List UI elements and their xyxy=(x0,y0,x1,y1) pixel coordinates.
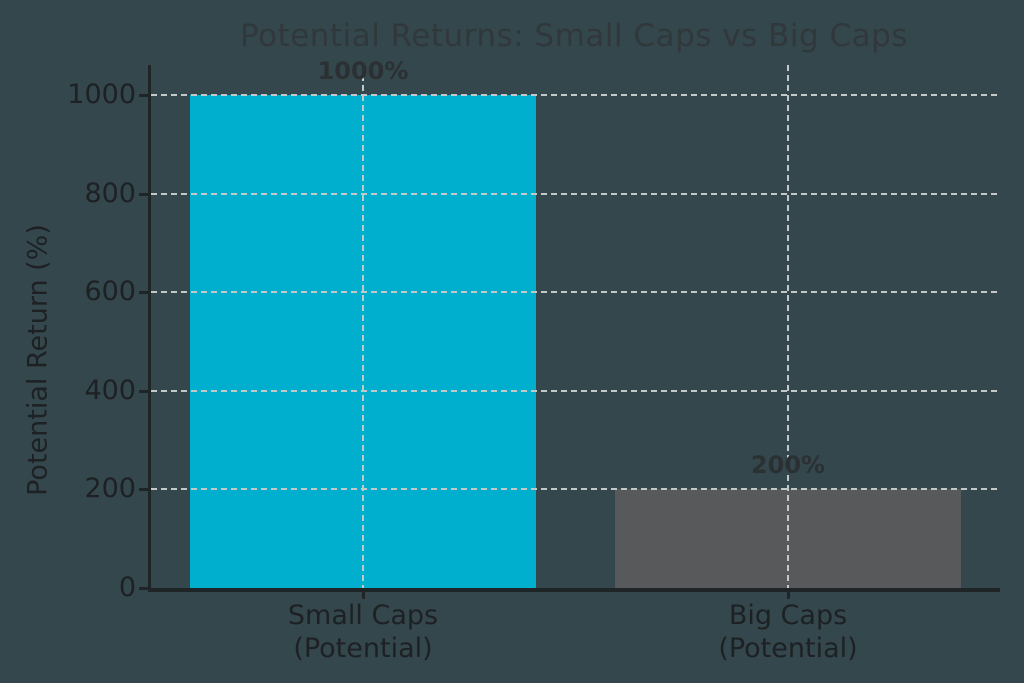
y-tick-label-0: 0 xyxy=(118,572,136,603)
y-tick-label-200: 200 xyxy=(84,473,136,504)
y-tick-mark-0 xyxy=(139,587,148,590)
gridline-vertical-small-caps xyxy=(362,65,364,588)
y-tick-label-800: 800 xyxy=(84,178,136,209)
bar-value-label-small-caps: 1000% xyxy=(317,57,409,85)
gridline-horizontal-1000 xyxy=(151,94,1000,96)
y-tick-label-400: 400 xyxy=(84,375,136,406)
gridline-horizontal-200 xyxy=(151,488,1000,490)
y-tick-label-1000: 1000 xyxy=(67,79,136,110)
y-tick-mark-1000 xyxy=(139,94,148,97)
y-tick-mark-800 xyxy=(139,193,148,196)
x-tick-mark-big-caps xyxy=(787,592,790,599)
gridline-vertical-big-caps xyxy=(787,65,789,588)
chart-title: Potential Returns: Small Caps vs Big Cap… xyxy=(240,18,908,54)
y-axis-label: Potential Return (%) xyxy=(22,224,54,496)
x-tick-label-small-caps: Small Caps (Potential) xyxy=(287,600,439,664)
y-tick-mark-600 xyxy=(139,291,148,294)
y-tick-mark-400 xyxy=(139,390,148,393)
bar-value-label-big-caps: 200% xyxy=(750,451,826,479)
gridline-horizontal-400 xyxy=(151,390,1000,392)
gridline-horizontal-600 xyxy=(151,291,1000,293)
gridline-horizontal-800 xyxy=(151,193,1000,195)
x-tick-mark-small-caps xyxy=(362,592,365,599)
y-tick-label-600: 600 xyxy=(84,276,136,307)
plot-area: 1000% 200% xyxy=(148,57,1000,592)
x-tick-label-big-caps: Big Caps (Potential) xyxy=(718,600,858,664)
y-tick-mark-200 xyxy=(139,488,148,491)
